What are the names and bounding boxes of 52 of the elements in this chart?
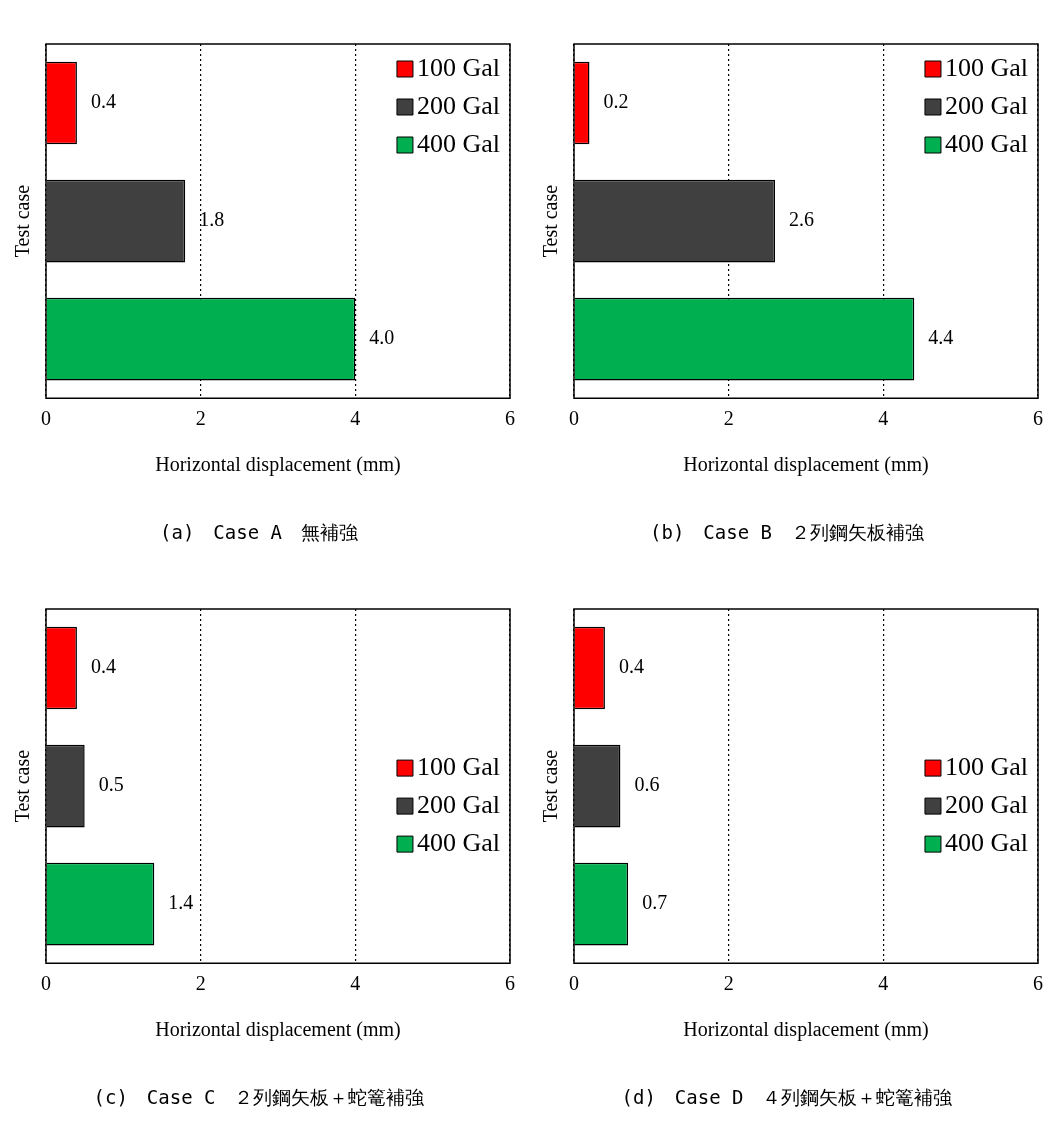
x-tick-label: 4	[878, 407, 889, 430]
y-axis-title: Test case	[11, 184, 34, 258]
x-axis-title: Horizontal displacement (mm)	[683, 1018, 929, 1042]
data-label: 0.4	[618, 655, 644, 678]
legend-label: 200 Gal	[944, 90, 1029, 120]
x-tick-label: 4	[878, 972, 889, 995]
legend-label: 200 Gal	[416, 90, 501, 120]
text: (c) Case C ２列鋼矢板＋蛇篭補強	[93, 1085, 425, 1108]
x-tick-label: 6	[1033, 407, 1043, 430]
data-label: 0.4	[90, 90, 116, 113]
data-label: 0.2	[603, 90, 629, 113]
x-tick-label: 0	[569, 407, 579, 430]
data-label: 0.7	[642, 891, 668, 914]
x-axis-title: Horizontal displacement (mm)	[683, 453, 929, 477]
data-label: 1.4	[168, 891, 194, 914]
y-axis-title: Test case	[539, 749, 562, 823]
data-label: 1.8	[199, 208, 225, 231]
legend-label: 400 Gal	[416, 827, 501, 857]
legend-label: 400 Gal	[944, 128, 1029, 158]
x-tick-label: 0	[569, 972, 579, 995]
text: (b) Case B ２列鋼矢板補強	[650, 520, 924, 543]
x-tick-label: 2	[723, 407, 734, 430]
x-tick-label: 4	[350, 972, 361, 995]
data-label: 2.6	[789, 208, 815, 231]
x-tick-label: 6	[505, 972, 515, 995]
data-label: 4.0	[369, 326, 395, 349]
legend-label: 200 Gal	[944, 789, 1029, 819]
x-tick-label: 6	[505, 407, 515, 430]
x-tick-label: 2	[195, 972, 206, 995]
y-axis-title: Test case	[539, 184, 562, 258]
legend-label: 400 Gal	[944, 827, 1029, 857]
legend-label: 400 Gal	[416, 128, 501, 158]
x-tick-label: 0	[41, 407, 51, 430]
data-label: 4.4	[928, 326, 954, 349]
legend-label: 100 Gal	[416, 751, 501, 781]
x-tick-label: 0	[41, 972, 51, 995]
legend-label: 200 Gal	[416, 789, 501, 819]
legend-label: 100 Gal	[944, 751, 1029, 781]
text: (a) Case A 無補強	[160, 520, 358, 543]
x-tick-label: 6	[1033, 972, 1043, 995]
data-label: 0.4	[90, 655, 116, 678]
x-tick-label: 2	[723, 972, 734, 995]
text: (d) Case D ４列鋼矢板＋蛇篭補強	[621, 1085, 953, 1108]
legend-label: 100 Gal	[416, 52, 501, 82]
x-tick-label: 2	[195, 407, 206, 430]
data-label: 0.5	[98, 773, 124, 796]
x-axis-title: Horizontal displacement (mm)	[155, 1018, 401, 1042]
legend-label: 100 Gal	[944, 52, 1029, 82]
y-axis-title: Test case	[11, 749, 34, 823]
x-axis-title: Horizontal displacement (mm)	[155, 453, 401, 477]
x-tick-label: 4	[350, 407, 361, 430]
data-label: 0.6	[634, 773, 660, 796]
